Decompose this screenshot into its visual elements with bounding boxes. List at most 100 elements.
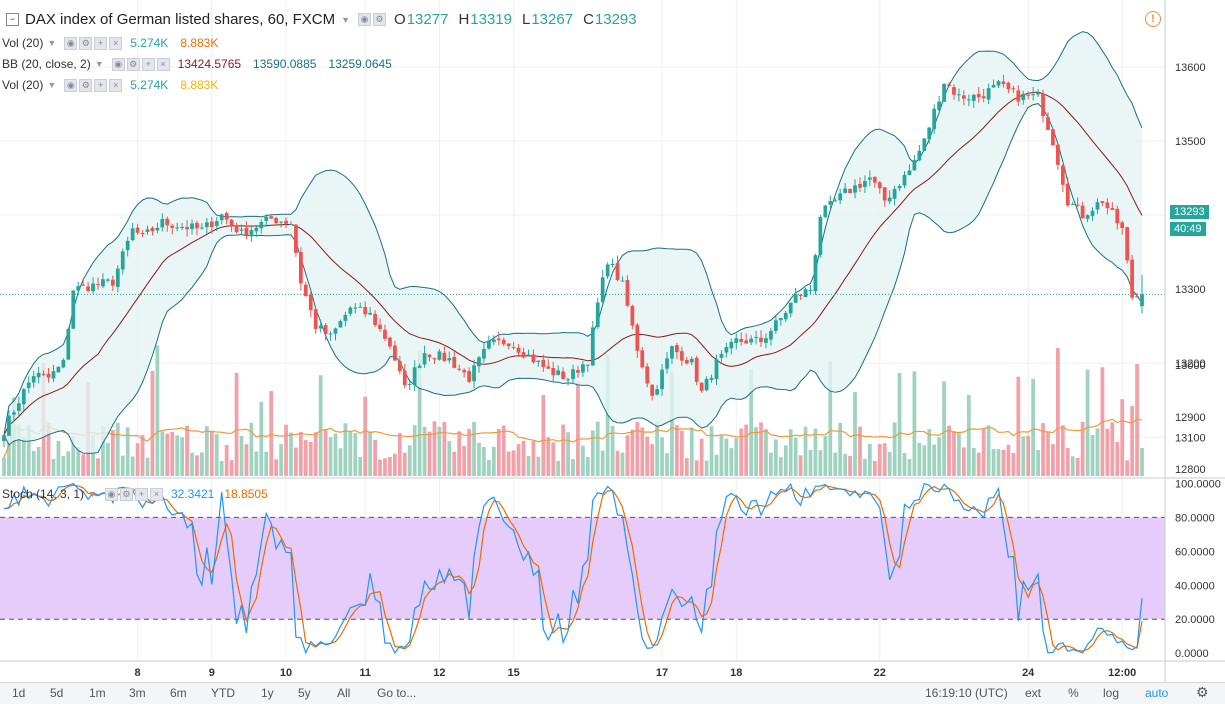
volume-bar	[571, 459, 575, 476]
goto-button[interactable]: Go to...	[377, 686, 417, 700]
eye-icon[interactable]: ◉	[104, 487, 118, 501]
volume-bar	[679, 430, 684, 476]
gear-icon[interactable]: ⚙	[119, 487, 133, 501]
volume-bar	[110, 430, 115, 476]
eye-icon[interactable]: ◉	[64, 78, 78, 92]
price-tick-label: 13100	[1175, 432, 1206, 444]
plus-icon[interactable]: +	[94, 78, 108, 92]
ohlc-value-h: 13319	[470, 11, 512, 28]
eye-icon[interactable]: ◉	[64, 36, 78, 50]
volume-bar	[620, 452, 625, 476]
volume-bar	[798, 455, 803, 476]
stoch-tick-label: 100.0000	[1175, 478, 1221, 490]
volume-bar	[521, 440, 526, 476]
candle-body	[56, 366, 61, 373]
chevron-down-icon[interactable]: ▼	[341, 14, 351, 25]
auto-toggle[interactable]: auto	[1145, 686, 1169, 700]
chevron-down-icon[interactable]: ▼	[47, 38, 57, 48]
candle	[996, 79, 1001, 89]
chevron-down-icon[interactable]: ▼	[47, 80, 57, 90]
volume-bar	[477, 442, 481, 476]
volume-bar	[595, 421, 600, 476]
candle	[1140, 275, 1144, 314]
volume-bar	[887, 451, 892, 476]
candle	[803, 287, 808, 298]
candle-body	[813, 255, 818, 292]
chevron-down-icon[interactable]: ▼	[94, 59, 104, 69]
symbol-title[interactable]: DAX index of German listed shares, 60, F…	[25, 11, 336, 28]
range-1m[interactable]: 1m	[89, 686, 106, 700]
candle	[818, 215, 823, 258]
chart-canvas[interactable]: 1310013200133001340013500136001280012900…	[0, 0, 1225, 682]
candle	[452, 351, 457, 369]
volume-bar	[120, 455, 125, 476]
indicator-label[interactable]: Vol (20)	[2, 36, 44, 50]
volume-bar	[1070, 456, 1075, 476]
stoch-d-value: 18.8505	[224, 487, 268, 501]
range-5d[interactable]: 5d	[50, 686, 64, 700]
candle-body	[833, 200, 838, 202]
volume-bar	[31, 450, 36, 476]
chevron-down-icon[interactable]: ▼	[88, 489, 97, 499]
alert-icon[interactable]: !	[1145, 11, 1161, 27]
volume-bar	[343, 423, 348, 476]
settings-icon[interactable]: ⚙	[1196, 684, 1209, 700]
volume-bar	[724, 438, 729, 476]
gear-icon[interactable]: ⚙	[373, 13, 387, 26]
candle-body	[294, 224, 298, 253]
candle	[823, 204, 828, 219]
gear-icon[interactable]: ⚙	[126, 57, 140, 71]
range-all[interactable]: All	[337, 686, 351, 700]
candle-body	[773, 320, 778, 331]
indicator-label[interactable]: BB (20, close, 2)	[2, 57, 91, 71]
close-icon[interactable]: ×	[109, 78, 123, 92]
volume-bar	[947, 425, 951, 476]
range-5y[interactable]: 5y	[298, 686, 311, 700]
stoch-label[interactable]: Stoch (14, 3, 1)	[2, 487, 85, 501]
candle	[501, 337, 506, 347]
candle	[442, 346, 447, 362]
range-1d[interactable]: 1d	[12, 686, 26, 700]
eye-icon[interactable]: ◉	[358, 13, 372, 26]
candle	[91, 277, 95, 294]
volume-bar	[917, 443, 922, 476]
range-3m[interactable]: 3m	[129, 686, 146, 700]
candle-body	[1100, 201, 1105, 203]
percent-toggle[interactable]: %	[1068, 686, 1079, 700]
volume-bar	[328, 437, 333, 476]
range-ytd[interactable]: YTD	[211, 686, 235, 700]
candle	[259, 219, 264, 234]
plus-icon[interactable]: +	[94, 36, 108, 50]
candle	[219, 213, 224, 225]
close-icon[interactable]: ×	[156, 57, 170, 71]
candle	[645, 363, 650, 388]
range-1y[interactable]: 1y	[261, 686, 274, 700]
gear-icon[interactable]: ⚙	[79, 36, 93, 50]
candle	[343, 311, 348, 327]
indicator-value-0: 13424.5765	[177, 57, 242, 71]
candle-body	[373, 313, 377, 326]
indicator-label[interactable]: Vol (20)	[2, 78, 44, 92]
candle-body	[388, 337, 392, 347]
candle	[244, 221, 249, 240]
eye-icon[interactable]: ◉	[111, 57, 125, 71]
close-icon[interactable]: ×	[149, 487, 163, 501]
price-tick-label: 13600	[1175, 62, 1206, 74]
candle-body	[759, 337, 763, 343]
time-tick-label: 8	[135, 667, 141, 679]
range-6m[interactable]: 6m	[170, 686, 187, 700]
candle-body	[684, 359, 689, 364]
gear-icon[interactable]: ⚙	[79, 78, 93, 92]
candle-body	[571, 369, 575, 379]
volume-bar	[635, 421, 640, 476]
close-icon[interactable]: ×	[109, 36, 123, 50]
log-toggle[interactable]: log	[1103, 686, 1120, 700]
plus-icon[interactable]: +	[141, 57, 155, 71]
candle	[595, 297, 600, 329]
volume-bar	[610, 425, 615, 476]
candle	[467, 367, 471, 384]
ext-toggle[interactable]: ext	[1025, 686, 1042, 700]
candle-body	[323, 325, 328, 335]
collapse-icon[interactable]: −	[6, 13, 19, 26]
plus-icon[interactable]: +	[134, 487, 148, 501]
